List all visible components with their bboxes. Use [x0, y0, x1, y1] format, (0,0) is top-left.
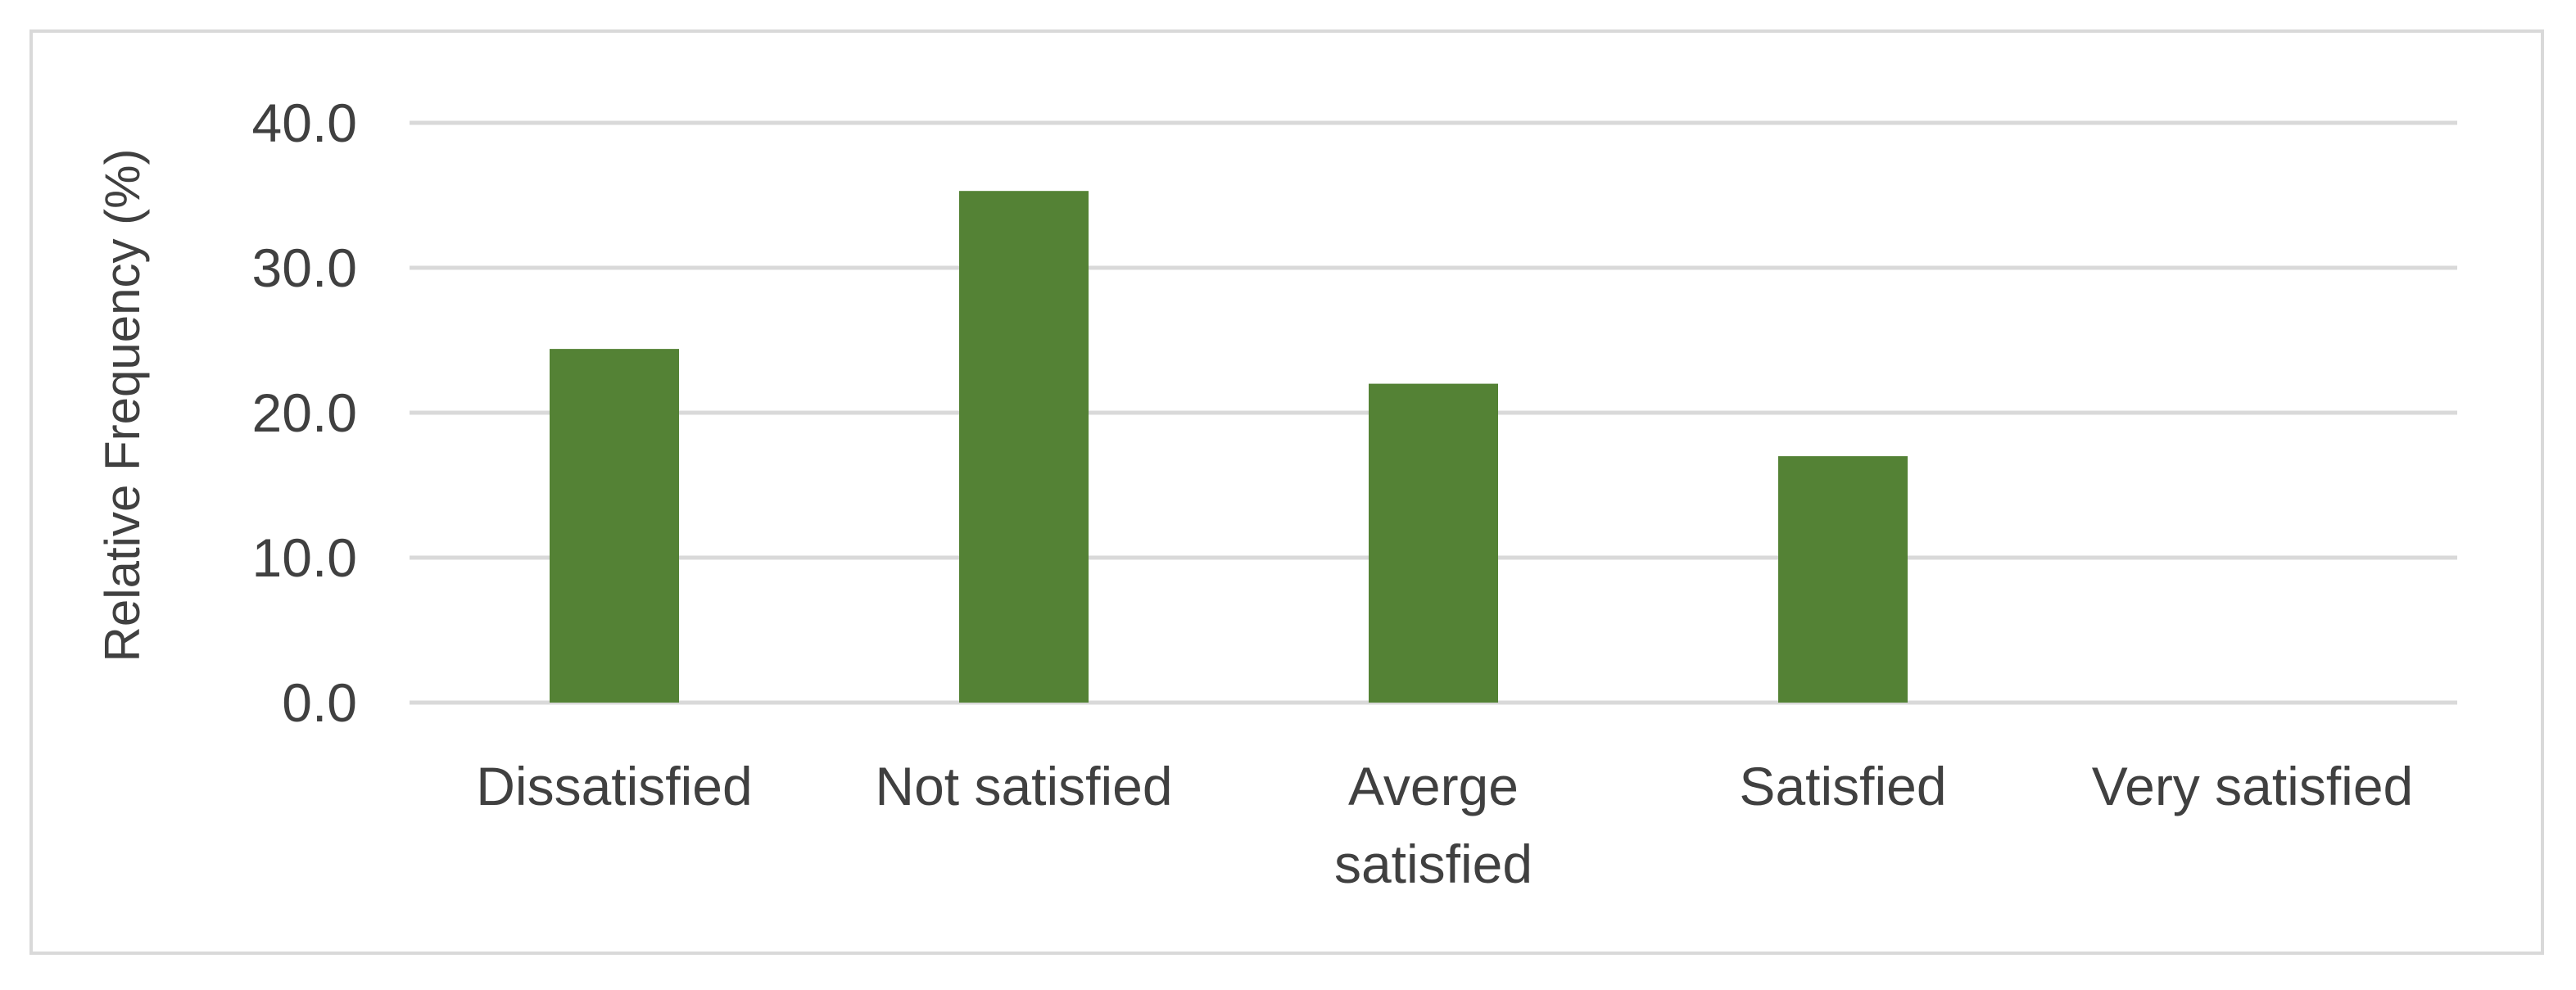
- x-tick-label-line: Very satisfied: [2092, 756, 2414, 816]
- x-axis-ticks: Dissatisfied Not satisfied Averge satisfied…: [476, 756, 2413, 894]
- x-tick-label-line: satisfied: [1334, 834, 1532, 894]
- y-axis-ticks: 0.0 10.0 20.0 30.0 40.0: [252, 93, 357, 733]
- y-tick-label: 40.0: [252, 93, 357, 153]
- x-tick-label: Dissatisfied: [476, 756, 752, 816]
- bar: [550, 349, 679, 703]
- x-tick-label-line: Dissatisfied: [476, 756, 752, 816]
- bar: [1369, 383, 1498, 703]
- x-tick-label: Very satisfied: [2092, 756, 2414, 816]
- bar: [1778, 456, 1908, 703]
- y-axis-title: Relative Frequency (%): [95, 149, 150, 662]
- bar: [959, 191, 1089, 703]
- y-tick-label: 10.0: [252, 527, 357, 588]
- y-tick-label: 20.0: [252, 382, 357, 443]
- x-tick-label: Satisfied: [1739, 756, 1946, 816]
- bars: [550, 191, 1908, 703]
- x-tick-label: Averge satisfied: [1334, 756, 1532, 894]
- x-tick-label: Not satisfied: [875, 756, 1172, 816]
- y-tick-label: 0.0: [282, 672, 357, 733]
- x-tick-label-line: Satisfied: [1739, 756, 1946, 816]
- chart-frame: [29, 29, 2544, 955]
- y-tick-label: 30.0: [252, 237, 357, 298]
- x-tick-label-line: Not satisfied: [875, 756, 1172, 816]
- x-tick-label-line: Averge: [1348, 756, 1519, 816]
